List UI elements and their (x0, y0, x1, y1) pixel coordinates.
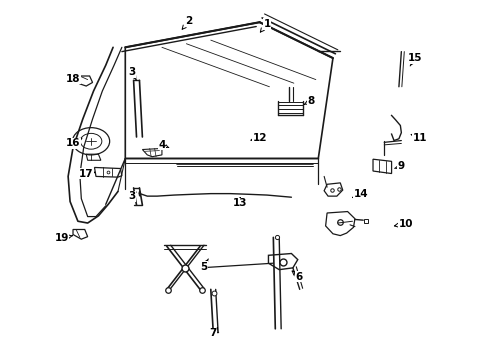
Text: 4: 4 (158, 140, 169, 150)
Text: 8: 8 (304, 96, 315, 106)
Text: 13: 13 (233, 198, 247, 208)
Text: 3: 3 (128, 191, 136, 201)
Text: 6: 6 (292, 271, 302, 282)
Text: 3: 3 (128, 67, 137, 80)
Text: 18: 18 (66, 74, 80, 84)
Text: 2: 2 (182, 17, 193, 29)
Text: 1: 1 (260, 19, 270, 32)
Text: 17: 17 (79, 168, 95, 179)
Text: 9: 9 (394, 161, 405, 171)
Text: 19: 19 (54, 233, 73, 243)
Text: 11: 11 (411, 133, 427, 143)
Text: 12: 12 (251, 133, 267, 143)
Text: 14: 14 (352, 189, 368, 199)
Text: 10: 10 (394, 219, 414, 229)
Text: 7: 7 (210, 328, 218, 338)
Text: 15: 15 (408, 53, 422, 66)
Text: 5: 5 (200, 259, 208, 272)
Text: 16: 16 (66, 138, 82, 148)
